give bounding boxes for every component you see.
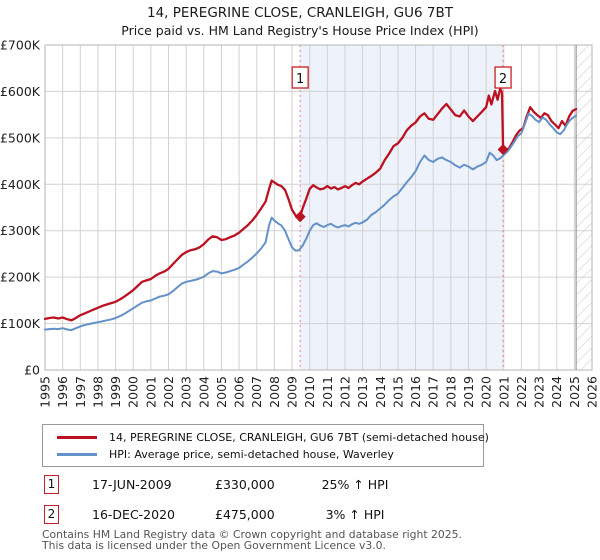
svg-text:2024: 2024 (549, 376, 564, 408)
svg-text:2016: 2016 (408, 376, 423, 408)
hpi-line-sample (57, 452, 97, 456)
price-paid-line-sample (57, 435, 97, 439)
legend-box: 14, PEREGRINE CLOSE, CRANLEIGH, GU6 7BT … (42, 424, 489, 467)
y-axis-tick-labels: £0 £100K £200K £300K £400K £500K £600K £700K (0, 38, 41, 378)
svg-text:2015: 2015 (390, 376, 405, 408)
svg-text:£700K: £700K (0, 38, 41, 53)
svg-text:2014: 2014 (373, 376, 388, 408)
svg-text:1: 1 (296, 72, 304, 87)
svg-text:2009: 2009 (285, 376, 300, 408)
svg-text:2021: 2021 (496, 376, 511, 408)
svg-text:£500K: £500K (0, 130, 41, 145)
svg-text:2025: 2025 (567, 376, 582, 408)
svg-text:2000: 2000 (126, 376, 141, 408)
sale-2-badge: 2 (44, 504, 59, 524)
svg-text:2007: 2007 (249, 376, 264, 408)
sale-2-date: 16-DEC-2020 (92, 506, 175, 522)
svg-text:1995: 1995 (38, 376, 53, 408)
svg-text:2003: 2003 (179, 376, 194, 408)
svg-text:2011: 2011 (320, 376, 335, 408)
sale-1-price: £330,000 (215, 476, 275, 492)
sale-2-price: £475,000 (215, 506, 275, 522)
svg-text:£200K: £200K (0, 270, 41, 285)
sale-1-hpi-diff: 25% ↑ HPI (321, 476, 389, 492)
data-series-lines (43, 87, 578, 332)
sale-annotation-row-2: 2 16-DEC-2020 £475,000 3% ↑ HPI (44, 504, 564, 524)
svg-text:2026: 2026 (585, 376, 600, 408)
page-title: 14, PEREGRINE CLOSE, CRANLEIGH, GU6 7BT (147, 5, 453, 21)
svg-text:£0: £0 (24, 363, 40, 378)
sale-2-hpi-diff: 3% ↑ HPI (325, 506, 385, 522)
sale-1-badge: 1 (44, 474, 59, 494)
copyright-footer: Contains HM Land Registry data © Crown c… (42, 529, 582, 551)
svg-text:2008: 2008 (267, 376, 282, 408)
svg-text:2006: 2006 (232, 376, 247, 408)
sale-date-dashed-lines (299, 45, 504, 370)
svg-text:2020: 2020 (479, 376, 494, 408)
svg-text:2022: 2022 (514, 376, 529, 408)
legend-label: HPI: Average price, semi-detached house,… (109, 447, 394, 461)
page-subtitle: Price paid vs. HM Land Registry's House … (121, 23, 479, 38)
footer-line-1: Contains HM Land Registry data © Crown c… (42, 528, 462, 541)
svg-text:2004: 2004 (196, 376, 211, 408)
sale-marker-1 (294, 211, 306, 223)
svg-text:1997: 1997 (73, 376, 88, 408)
legend-label: 14, PEREGRINE CLOSE, CRANLEIGH, GU6 7BT … (109, 430, 489, 444)
svg-text:1998: 1998 (90, 376, 105, 408)
legend-item-price-paid: 14, PEREGRINE CLOSE, CRANLEIGH, GU6 7BT … (57, 431, 489, 444)
svg-text:£600K: £600K (0, 84, 41, 99)
hpi-line (44, 112, 578, 332)
sale-1-date: 17-JUN-2009 (92, 476, 172, 492)
sale-point-markers (294, 143, 509, 223)
chart-sale-badge-1 (291, 66, 309, 89)
x-axis-tick-labels: 1995 1996 1997 1998 1999 2000 2001 2002 2003 2004… (38, 376, 600, 408)
svg-text:2019: 2019 (461, 376, 476, 408)
svg-text:2023: 2023 (532, 376, 547, 408)
svg-text:2001: 2001 (143, 376, 158, 408)
svg-text:£300K: £300K (0, 223, 41, 238)
footer-line-2: This data is licensed under the Open Gov… (42, 539, 386, 552)
svg-text:£100K: £100K (0, 316, 41, 331)
svg-text:£400K: £400K (0, 177, 41, 192)
svg-text:1996: 1996 (55, 376, 70, 408)
svg-text:2013: 2013 (355, 376, 370, 408)
svg-text:2017: 2017 (426, 376, 441, 408)
sale-annotation-row-1: 1 17-JUN-2009 £330,000 25% ↑ HPI (44, 474, 564, 494)
sale-marker-2 (497, 143, 509, 155)
svg-text:2005: 2005 (214, 376, 229, 408)
svg-text:2002: 2002 (161, 376, 176, 408)
price-paid-line (43, 87, 578, 322)
chart-sale-badge-2 (494, 66, 512, 89)
svg-text:2018: 2018 (443, 376, 458, 408)
svg-text:2010: 2010 (302, 376, 317, 408)
hpi-shaded-span (300, 45, 504, 370)
svg-text:1999: 1999 (108, 376, 123, 408)
future-hatched-region (575, 45, 592, 370)
svg-text:2: 2 (499, 72, 507, 87)
legend-item-hpi: HPI: Average price, semi-detached house,… (57, 448, 483, 461)
svg-text:2012: 2012 (337, 376, 352, 408)
